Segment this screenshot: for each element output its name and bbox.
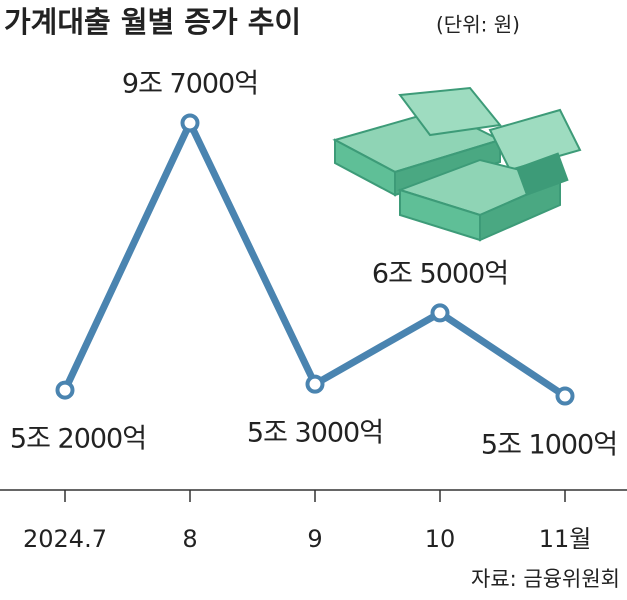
value-label: 5조 1000억 <box>481 430 617 461</box>
x-tick-label: 8 <box>182 525 197 553</box>
point <box>55 380 75 400</box>
point <box>555 386 575 406</box>
chart-subtitle: (단위: 원) <box>436 13 520 37</box>
value-label: 5조 2000억 <box>10 424 146 455</box>
point <box>430 303 450 323</box>
x-tick-label: 9 <box>307 525 322 553</box>
chart-title: 가계대출 월별 증가 추이 <box>4 5 301 39</box>
point <box>180 113 200 133</box>
value-label: 9조 7000억 <box>122 69 258 100</box>
value-label: 5조 3000억 <box>247 418 383 449</box>
source: 자료: 금융위원회 <box>471 567 620 591</box>
x-tick-label: 2024.7 <box>23 525 107 553</box>
x-tick-label: 10 <box>425 525 456 553</box>
point <box>305 374 325 394</box>
money-illustration <box>332 86 582 242</box>
x-tick-label: 11월 <box>539 525 592 553</box>
value-label: 6조 5000억 <box>372 258 508 289</box>
